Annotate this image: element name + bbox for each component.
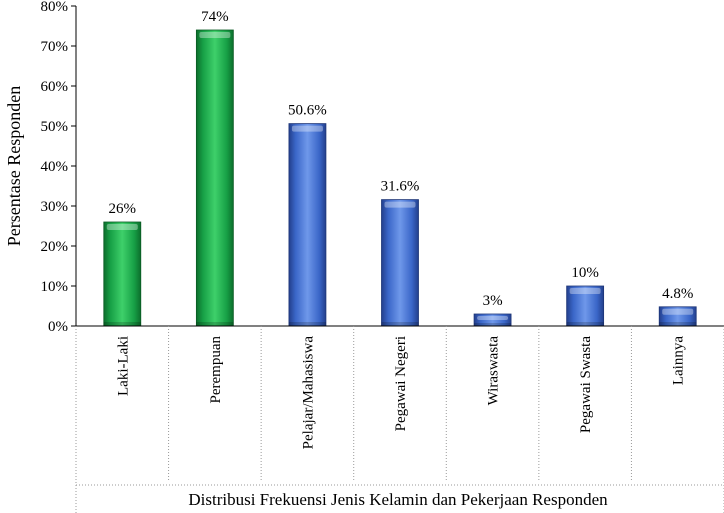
- data-label: 26%: [109, 201, 137, 217]
- bar-highlight: [106, 224, 138, 230]
- bar-5: [473, 313, 512, 327]
- bar-3: [288, 123, 327, 327]
- y-tick-label: 40%: [41, 159, 69, 175]
- bar-base-shade: [103, 322, 141, 326]
- y-tick-label: 30%: [41, 199, 69, 215]
- category-label: Pelajar/Mahasiswa: [300, 336, 316, 450]
- bar-highlight: [384, 201, 416, 208]
- y-tick-label: 10%: [41, 279, 69, 295]
- data-label: 10%: [571, 265, 599, 281]
- data-label: 74%: [201, 9, 229, 25]
- y-tick-label: 0%: [48, 319, 68, 335]
- category-label: Lainnya: [671, 336, 687, 385]
- bar-highlight: [199, 32, 231, 38]
- data-label: 3%: [483, 293, 503, 309]
- bar-highlight: [662, 308, 694, 315]
- data-label: 4.8%: [662, 286, 693, 302]
- bar-body: [288, 123, 327, 327]
- bar-body: [195, 29, 234, 327]
- bar-1: [103, 221, 142, 327]
- bar-body: [103, 221, 142, 327]
- bar-4: [381, 199, 419, 327]
- y-tick-label: 20%: [41, 239, 69, 255]
- y-tick-label: 80%: [41, 0, 69, 15]
- bar-body: [381, 199, 419, 327]
- category-label: Laki-Laki: [115, 336, 131, 396]
- bar-base-shade: [659, 322, 697, 326]
- category-label: Perempuan: [208, 336, 224, 404]
- data-label: 50.6%: [288, 103, 327, 119]
- bar-base-shade: [288, 322, 326, 326]
- bar-highlight: [477, 316, 509, 320]
- bar-base-shade: [474, 323, 512, 326]
- bar-7: [658, 306, 697, 327]
- bar-base-shade: [566, 322, 604, 326]
- bar-6: [566, 285, 605, 327]
- bar-highlight: [291, 125, 323, 132]
- y-tick-label: 70%: [41, 39, 69, 55]
- y-tick-label: 50%: [41, 119, 69, 135]
- x-axis-title: Distribusi Frekuensi Jenis Kelamin dan P…: [188, 490, 608, 509]
- bar-2: [195, 29, 234, 327]
- category-label: Pegawai Swasta: [578, 336, 594, 433]
- bar-highlight: [569, 288, 601, 294]
- y-axis-title: Persentase Responden: [4, 86, 24, 246]
- category-label: Pegawai Negeri: [393, 336, 409, 431]
- category-label: Wiraswasta: [486, 336, 502, 406]
- data-label: 31.6%: [381, 179, 420, 195]
- bar-base-shade: [381, 322, 419, 326]
- bar-base-shade: [196, 322, 234, 326]
- y-tick-label: 60%: [41, 79, 69, 95]
